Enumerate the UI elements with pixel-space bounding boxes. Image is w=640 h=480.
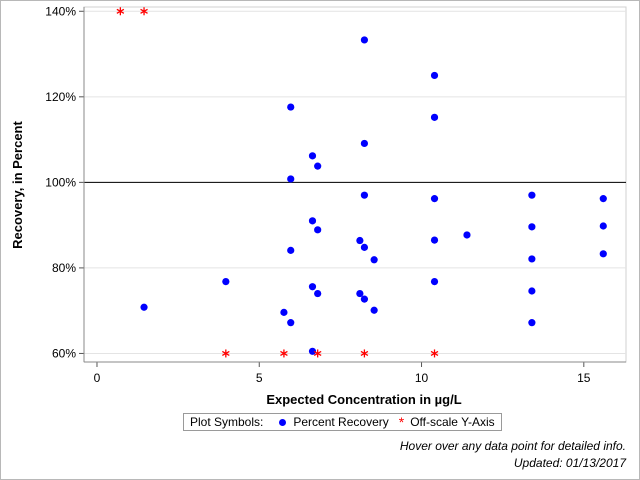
data-point-off-scale[interactable] [313, 349, 322, 358]
y-tick-label: 140% [45, 4, 76, 18]
data-point-percent-recovery[interactable] [308, 217, 317, 225]
data-point-off-scale[interactable] [280, 349, 288, 358]
data-point-percent-recovery[interactable] [360, 295, 369, 303]
x-tick-label: 15 [577, 371, 591, 385]
data-point-percent-recovery[interactable] [287, 319, 295, 327]
data-point-percent-recovery[interactable] [528, 191, 536, 199]
updated-date: Updated: 01/13/2017 [513, 456, 626, 470]
data-point-percent-recovery[interactable] [314, 226, 322, 234]
asterisk-marker-icon: * [398, 414, 405, 430]
data-point-percent-recovery[interactable] [463, 231, 471, 239]
x-tick-label: 10 [415, 371, 429, 385]
data-point-percent-recovery[interactable] [287, 175, 295, 183]
data-point-percent-recovery[interactable] [360, 191, 369, 199]
data-point-percent-recovery[interactable] [356, 236, 364, 245]
data-point-percent-recovery[interactable] [280, 308, 288, 316]
y-tick-label: 60% [52, 346, 76, 360]
legend: Plot Symbols: Percent Recovery * Off-sca… [183, 413, 502, 431]
y-tick-label: 100% [45, 175, 76, 189]
data-point-percent-recovery[interactable] [528, 223, 536, 231]
data-point-percent-recovery[interactable] [222, 277, 230, 286]
data-point-percent-recovery[interactable] [308, 283, 317, 291]
legend-title: Plot Symbols: [190, 415, 264, 429]
data-point-percent-recovery[interactable] [528, 319, 536, 327]
data-point-percent-recovery[interactable] [528, 287, 536, 295]
plot-background [83, 6, 627, 363]
data-point-percent-recovery[interactable] [599, 195, 607, 203]
y-tick-label: 80% [52, 261, 76, 275]
plot-area [83, 6, 627, 363]
data-point-percent-recovery[interactable] [356, 289, 364, 298]
data-point-percent-recovery[interactable] [360, 243, 369, 251]
data-point-off-scale[interactable] [360, 349, 369, 358]
data-point-percent-recovery[interactable] [314, 289, 322, 298]
data-point-percent-recovery[interactable] [430, 236, 439, 244]
data-point-percent-recovery[interactable] [360, 36, 369, 44]
circle-marker-icon [279, 418, 287, 426]
data-point-percent-recovery[interactable] [430, 195, 439, 203]
grid-lines [84, 10, 626, 354]
axes: 60% 80% 100% 120% 140% 0 5 10 15 [45, 4, 626, 385]
x-tick-label: 5 [256, 371, 263, 385]
data-point-off-scale[interactable] [140, 7, 148, 16]
data-points[interactable] [116, 7, 607, 358]
data-point-percent-recovery[interactable] [370, 306, 378, 314]
x-axis-title: Expected Concentration in µg/L [266, 392, 461, 407]
hover-note: Hover over any data point for detailed i… [399, 439, 626, 453]
data-point-percent-recovery[interactable] [308, 347, 317, 355]
x-tick-label: 0 [94, 371, 101, 385]
data-point-percent-recovery[interactable] [370, 256, 378, 264]
data-point-percent-recovery[interactable] [599, 250, 607, 258]
data-point-off-scale[interactable] [116, 7, 125, 16]
data-point-off-scale[interactable] [430, 349, 439, 358]
data-point-percent-recovery[interactable] [430, 277, 439, 286]
data-point-percent-recovery[interactable] [287, 246, 295, 254]
data-point-off-scale[interactable] [222, 349, 230, 358]
data-point-percent-recovery[interactable] [140, 303, 148, 311]
legend-item-percent-recovery: Percent Recovery [293, 415, 389, 429]
scatter-plot: 60% 80% 100% 120% 140% 0 5 10 15 Expected Concen… [10, 4, 627, 407]
data-point-percent-recovery[interactable] [430, 71, 439, 80]
data-point-percent-recovery[interactable] [314, 162, 322, 170]
y-axis-title: Recovery, in Percent [10, 121, 25, 249]
data-point-percent-recovery[interactable] [308, 152, 317, 160]
legend-item-off-scale: Off-scale Y-Axis [410, 415, 495, 429]
data-point-percent-recovery[interactable] [430, 113, 439, 121]
y-tick-label: 120% [45, 90, 76, 104]
data-point-percent-recovery[interactable] [360, 139, 369, 148]
data-point-percent-recovery[interactable] [599, 222, 607, 230]
data-point-percent-recovery[interactable] [528, 255, 536, 263]
data-point-percent-recovery[interactable] [287, 103, 295, 111]
